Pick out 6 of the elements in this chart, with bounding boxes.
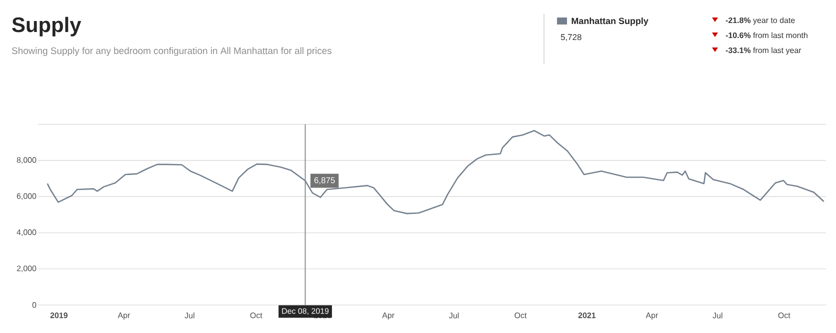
chart-title: Supply (12, 16, 82, 36)
text: 5,728 (560, 34, 582, 42)
line-series (46, 130, 824, 214)
annotation: 6,875 (314, 177, 335, 184)
chart-subtitle: Showing Supply for any bedroom configuration in All Manhattan for all prices (12, 47, 332, 56)
legend-label: Manhattan Supply (572, 18, 648, 26)
